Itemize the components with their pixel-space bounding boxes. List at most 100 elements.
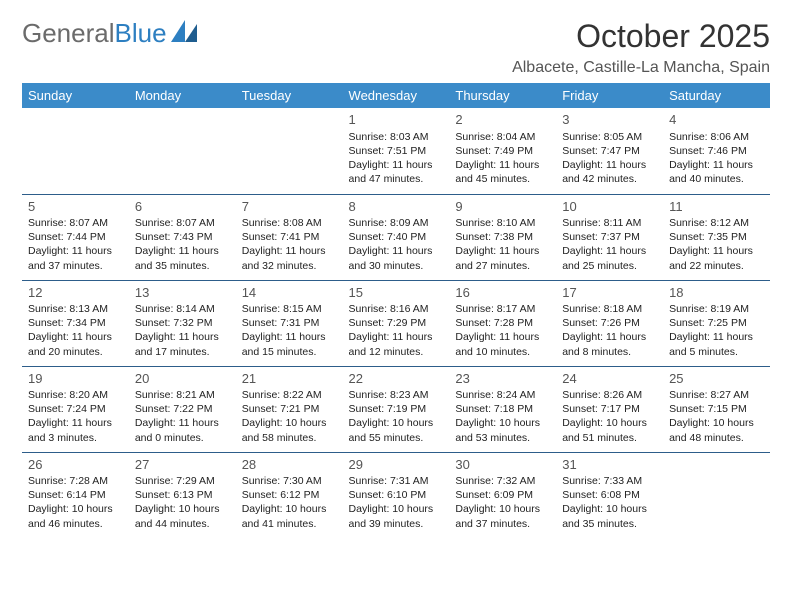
day-cell: 13Sunrise: 8:14 AMSunset: 7:32 PMDayligh…	[129, 280, 236, 366]
sunrise-line: Sunrise: 8:10 AM	[455, 216, 550, 230]
sunrise-line: Sunrise: 8:14 AM	[135, 302, 230, 316]
daylight-line: Daylight: 11 hours and 17 minutes.	[135, 330, 230, 358]
day-cell: 19Sunrise: 8:20 AMSunset: 7:24 PMDayligh…	[22, 366, 129, 452]
location: Albacete, Castille-La Mancha, Spain	[512, 59, 770, 77]
sunrise-line: Sunrise: 7:29 AM	[135, 474, 230, 488]
day-cell: 28Sunrise: 7:30 AMSunset: 6:12 PMDayligh…	[236, 452, 343, 538]
sunset-line: Sunset: 7:24 PM	[28, 402, 123, 416]
day-header: Saturday	[663, 83, 770, 108]
day-cell: 2Sunrise: 8:04 AMSunset: 7:49 PMDaylight…	[449, 108, 556, 194]
daylight-line: Daylight: 11 hours and 22 minutes.	[669, 244, 764, 272]
day-number: 4	[669, 111, 764, 129]
daylight-line: Daylight: 11 hours and 5 minutes.	[669, 330, 764, 358]
day-cell	[22, 108, 129, 194]
sunset-line: Sunset: 6:09 PM	[455, 488, 550, 502]
day-cell: 4Sunrise: 8:06 AMSunset: 7:46 PMDaylight…	[663, 108, 770, 194]
sunrise-line: Sunrise: 8:22 AM	[242, 388, 337, 402]
day-cell: 18Sunrise: 8:19 AMSunset: 7:25 PMDayligh…	[663, 280, 770, 366]
day-header-row: SundayMondayTuesdayWednesdayThursdayFrid…	[22, 83, 770, 108]
sunrise-line: Sunrise: 8:21 AM	[135, 388, 230, 402]
daylight-line: Daylight: 11 hours and 15 minutes.	[242, 330, 337, 358]
sunrise-line: Sunrise: 8:09 AM	[349, 216, 444, 230]
daylight-line: Daylight: 11 hours and 32 minutes.	[242, 244, 337, 272]
calendar-page: GeneralBlue October 2025 Albacete, Casti…	[0, 0, 792, 612]
day-cell: 5Sunrise: 8:07 AMSunset: 7:44 PMDaylight…	[22, 194, 129, 280]
day-cell: 3Sunrise: 8:05 AMSunset: 7:47 PMDaylight…	[556, 108, 663, 194]
day-cell: 17Sunrise: 8:18 AMSunset: 7:26 PMDayligh…	[556, 280, 663, 366]
sunrise-line: Sunrise: 8:16 AM	[349, 302, 444, 316]
sunset-line: Sunset: 7:49 PM	[455, 144, 550, 158]
month-title: October 2025	[512, 18, 770, 55]
daylight-line: Daylight: 11 hours and 45 minutes.	[455, 158, 550, 186]
sunset-line: Sunset: 7:15 PM	[669, 402, 764, 416]
day-cell: 23Sunrise: 8:24 AMSunset: 7:18 PMDayligh…	[449, 366, 556, 452]
sunrise-line: Sunrise: 8:06 AM	[669, 130, 764, 144]
daylight-line: Daylight: 10 hours and 48 minutes.	[669, 416, 764, 444]
sunrise-line: Sunrise: 7:31 AM	[349, 474, 444, 488]
sunrise-line: Sunrise: 8:27 AM	[669, 388, 764, 402]
day-header: Friday	[556, 83, 663, 108]
sunrise-line: Sunrise: 8:04 AM	[455, 130, 550, 144]
day-number: 13	[135, 284, 230, 302]
day-number: 10	[562, 198, 657, 216]
daylight-line: Daylight: 11 hours and 40 minutes.	[669, 158, 764, 186]
day-cell: 27Sunrise: 7:29 AMSunset: 6:13 PMDayligh…	[129, 452, 236, 538]
daylight-line: Daylight: 11 hours and 0 minutes.	[135, 416, 230, 444]
title-block: October 2025 Albacete, Castille-La Manch…	[512, 18, 770, 77]
day-cell: 9Sunrise: 8:10 AMSunset: 7:38 PMDaylight…	[449, 194, 556, 280]
sunset-line: Sunset: 7:22 PM	[135, 402, 230, 416]
daylight-line: Daylight: 11 hours and 27 minutes.	[455, 244, 550, 272]
sunrise-line: Sunrise: 8:20 AM	[28, 388, 123, 402]
sunrise-line: Sunrise: 8:13 AM	[28, 302, 123, 316]
day-number: 20	[135, 370, 230, 388]
day-number: 6	[135, 198, 230, 216]
logo-text-2: Blue	[115, 18, 167, 49]
day-number: 9	[455, 198, 550, 216]
sunset-line: Sunset: 7:26 PM	[562, 316, 657, 330]
week-row: 19Sunrise: 8:20 AMSunset: 7:24 PMDayligh…	[22, 366, 770, 452]
day-cell	[236, 108, 343, 194]
daylight-line: Daylight: 10 hours and 53 minutes.	[455, 416, 550, 444]
day-cell: 22Sunrise: 8:23 AMSunset: 7:19 PMDayligh…	[343, 366, 450, 452]
day-cell: 16Sunrise: 8:17 AMSunset: 7:28 PMDayligh…	[449, 280, 556, 366]
day-cell: 11Sunrise: 8:12 AMSunset: 7:35 PMDayligh…	[663, 194, 770, 280]
day-cell: 29Sunrise: 7:31 AMSunset: 6:10 PMDayligh…	[343, 452, 450, 538]
sunset-line: Sunset: 7:41 PM	[242, 230, 337, 244]
sunset-line: Sunset: 7:43 PM	[135, 230, 230, 244]
daylight-line: Daylight: 11 hours and 47 minutes.	[349, 158, 444, 186]
day-cell: 12Sunrise: 8:13 AMSunset: 7:34 PMDayligh…	[22, 280, 129, 366]
daylight-line: Daylight: 11 hours and 8 minutes.	[562, 330, 657, 358]
day-header: Thursday	[449, 83, 556, 108]
day-number: 29	[349, 456, 444, 474]
day-cell: 10Sunrise: 8:11 AMSunset: 7:37 PMDayligh…	[556, 194, 663, 280]
day-number: 26	[28, 456, 123, 474]
sunrise-line: Sunrise: 7:32 AM	[455, 474, 550, 488]
day-cell: 20Sunrise: 8:21 AMSunset: 7:22 PMDayligh…	[129, 366, 236, 452]
daylight-line: Daylight: 11 hours and 10 minutes.	[455, 330, 550, 358]
sunrise-line: Sunrise: 8:24 AM	[455, 388, 550, 402]
sunset-line: Sunset: 7:18 PM	[455, 402, 550, 416]
sunset-line: Sunset: 7:35 PM	[669, 230, 764, 244]
sunrise-line: Sunrise: 8:03 AM	[349, 130, 444, 144]
day-cell: 21Sunrise: 8:22 AMSunset: 7:21 PMDayligh…	[236, 366, 343, 452]
sunset-line: Sunset: 7:17 PM	[562, 402, 657, 416]
day-number: 1	[349, 111, 444, 129]
day-cell: 31Sunrise: 7:33 AMSunset: 6:08 PMDayligh…	[556, 452, 663, 538]
day-header: Wednesday	[343, 83, 450, 108]
week-row: 1Sunrise: 8:03 AMSunset: 7:51 PMDaylight…	[22, 108, 770, 194]
week-row: 26Sunrise: 7:28 AMSunset: 6:14 PMDayligh…	[22, 452, 770, 538]
day-number: 23	[455, 370, 550, 388]
daylight-line: Daylight: 11 hours and 12 minutes.	[349, 330, 444, 358]
week-row: 12Sunrise: 8:13 AMSunset: 7:34 PMDayligh…	[22, 280, 770, 366]
sunset-line: Sunset: 7:25 PM	[669, 316, 764, 330]
sunrise-line: Sunrise: 7:28 AM	[28, 474, 123, 488]
page-header: GeneralBlue October 2025 Albacete, Casti…	[22, 18, 770, 77]
sunset-line: Sunset: 7:19 PM	[349, 402, 444, 416]
day-cell: 14Sunrise: 8:15 AMSunset: 7:31 PMDayligh…	[236, 280, 343, 366]
sunrise-line: Sunrise: 8:11 AM	[562, 216, 657, 230]
day-number: 25	[669, 370, 764, 388]
sunrise-line: Sunrise: 8:08 AM	[242, 216, 337, 230]
day-number: 3	[562, 111, 657, 129]
day-cell: 25Sunrise: 8:27 AMSunset: 7:15 PMDayligh…	[663, 366, 770, 452]
day-cell: 26Sunrise: 7:28 AMSunset: 6:14 PMDayligh…	[22, 452, 129, 538]
